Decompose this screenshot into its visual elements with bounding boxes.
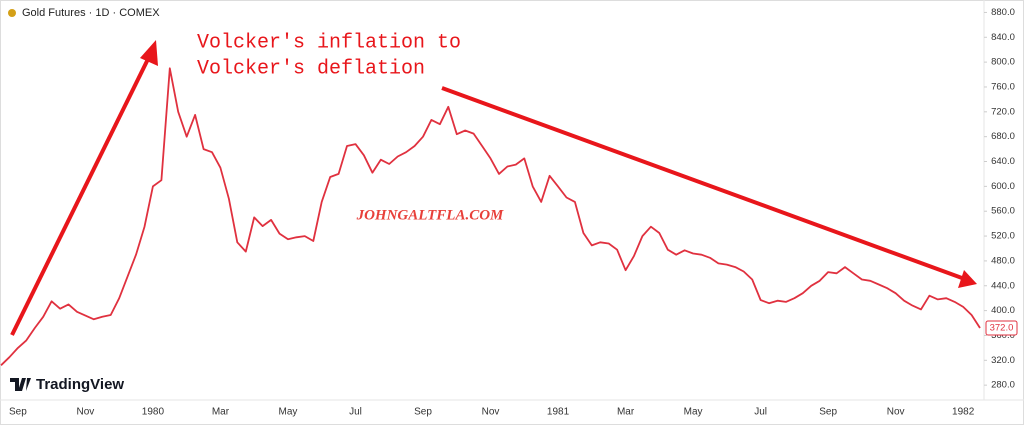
x-tick-label: May: [684, 407, 703, 418]
arrow: [441, 86, 963, 280]
price-line: [0, 67, 981, 366]
y-tick-label: 480.0: [991, 255, 1015, 266]
x-tick-label: 1982: [952, 407, 975, 418]
arrowhead: [958, 270, 977, 288]
x-tick-label: Nov: [77, 407, 95, 418]
y-tick-label: 760.0: [991, 81, 1015, 92]
y-tick-label: 840.0: [991, 32, 1015, 43]
x-tick-label: Mar: [617, 407, 635, 418]
header: Gold Futures · 1D · COMEX: [22, 7, 160, 19]
x-tick-label: 1981: [547, 407, 570, 418]
x-tick-label: May: [279, 407, 298, 418]
x-tick-label: Mar: [212, 407, 230, 418]
x-tick-label: Nov: [482, 407, 500, 418]
last-price-box: [985, 320, 1018, 336]
x-tick-label: Jul: [349, 407, 362, 418]
y-tick-label: 720.0: [991, 106, 1015, 117]
y-tick-label: 600.0: [991, 181, 1015, 192]
y-tick-label: 440.0: [991, 280, 1015, 291]
last-price-label: 372.0: [990, 323, 1014, 334]
arrowhead: [140, 40, 158, 66]
y-tick-label: 680.0: [991, 131, 1015, 142]
arrows: [10, 40, 977, 336]
x-tick-label: Nov: [887, 407, 905, 418]
y-tick-label: 400.0: [991, 305, 1015, 316]
arrow: [10, 54, 152, 336]
x-tick-label: Sep: [9, 407, 27, 418]
y-tick-label: 520.0: [991, 231, 1015, 242]
y-tick-label: 320.0: [991, 355, 1015, 366]
logo: TradingView: [10, 376, 124, 393]
y-tick-label: 280.0: [991, 380, 1015, 391]
y-tick-label: 880.0: [991, 7, 1015, 18]
y-tick-label: 800.0: [991, 57, 1015, 68]
annotation: Volcker's deflation: [197, 57, 425, 80]
x-tick-label: 1980: [142, 407, 165, 418]
x-tick-label: Sep: [819, 407, 837, 418]
y-tick-label: 560.0: [991, 206, 1015, 217]
watermark: JOHNGALTFLA.COM: [356, 207, 504, 223]
y-tick-label: 640.0: [991, 156, 1015, 167]
logo-text: TradingView: [36, 376, 124, 393]
annotation: Volcker's inflation to: [197, 31, 461, 54]
logo-mark: [10, 378, 31, 391]
symbol-icon: [8, 9, 16, 17]
x-tick-label: Sep: [414, 407, 432, 418]
x-tick-label: Jul: [754, 407, 767, 418]
